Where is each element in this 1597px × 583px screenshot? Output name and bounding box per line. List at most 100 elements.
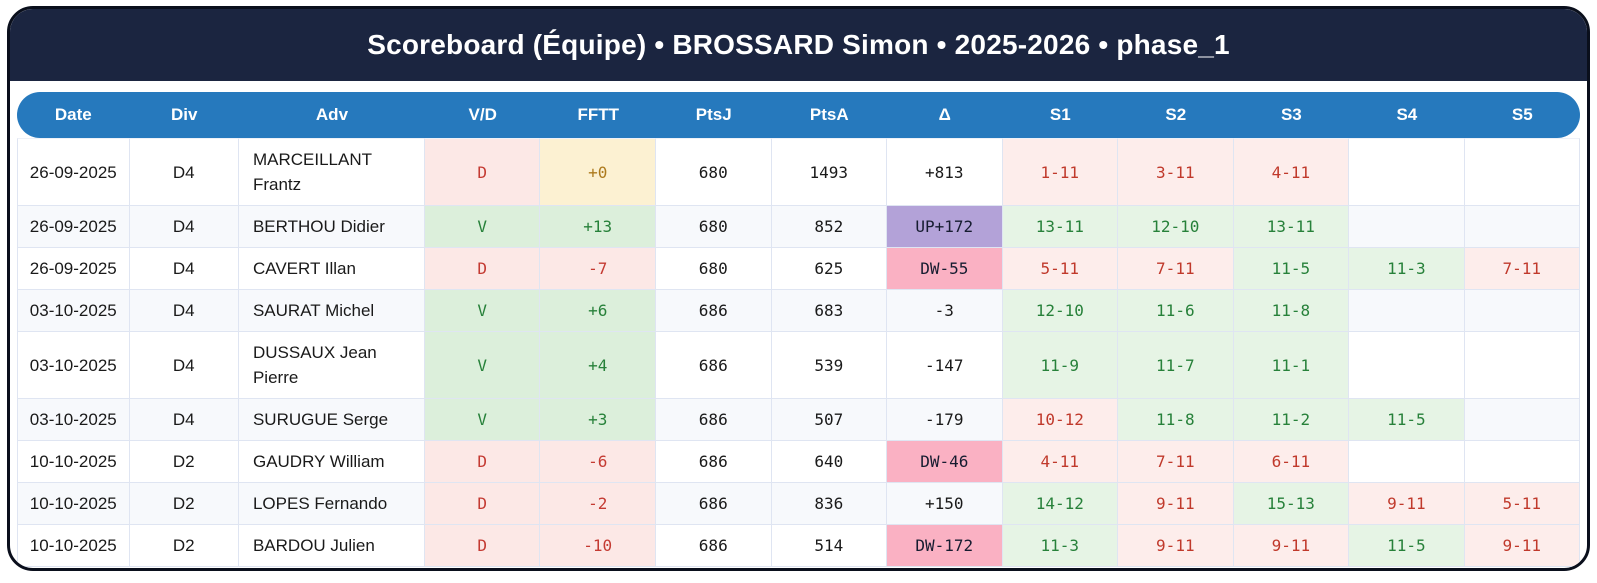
division-cell: D4	[129, 332, 239, 399]
page-title: Scoreboard (Équipe) • BROSSARD Simon • 2…	[367, 29, 1230, 60]
scoreboard-table: Date Div Adv V/D FFTT PtsJ PtsA Δ S1 S2 …	[17, 92, 1580, 567]
result-cell: D	[424, 441, 541, 483]
player-points-cell: 680	[656, 138, 772, 206]
set3-cell: 4-11	[1233, 138, 1350, 206]
player-points-cell: 680	[656, 206, 772, 248]
fftt-points-cell: +3	[540, 399, 656, 441]
date-cell: 10-10-2025	[17, 441, 130, 483]
set2-cell: 7-11	[1118, 441, 1234, 483]
division-cell: D2	[129, 441, 239, 483]
opponent-points-cell: 852	[771, 206, 888, 248]
set2-cell: 7-11	[1118, 248, 1234, 290]
player-points-cell: 686	[656, 441, 772, 483]
opponent-points-cell: 507	[771, 399, 888, 441]
set2-cell: 9-11	[1118, 525, 1234, 567]
fftt-points-cell: -7	[540, 248, 656, 290]
date-cell: 10-10-2025	[17, 525, 130, 567]
set1-cell: 5-11	[1002, 248, 1119, 290]
result-cell: D	[424, 248, 541, 290]
set4-cell	[1349, 290, 1465, 332]
set1-cell: 1-11	[1002, 138, 1119, 206]
set5-cell	[1464, 332, 1580, 399]
player-points-cell: 686	[656, 332, 772, 399]
set1-cell: 11-3	[1002, 525, 1119, 567]
set3-cell: 9-11	[1233, 525, 1350, 567]
opponent-points-cell: 683	[771, 290, 888, 332]
opponent-cell: GAUDRY William	[238, 441, 425, 483]
division-cell: D4	[129, 206, 239, 248]
set5-cell	[1464, 399, 1580, 441]
set5-cell	[1464, 290, 1580, 332]
set5-cell: 5-11	[1464, 483, 1580, 525]
col-header-division: Div	[129, 92, 239, 138]
set3-cell: 13-11	[1233, 206, 1350, 248]
table-row: 10-10-2025 D2 BARDOU Julien D -10 686 51…	[17, 525, 1580, 567]
col-header-set5: S5	[1464, 92, 1580, 138]
fftt-points-cell: +0	[540, 138, 656, 206]
opponent-cell: BARDOU Julien	[238, 525, 425, 567]
set3-cell: 15-13	[1233, 483, 1350, 525]
table-row: 26-09-2025 D4 MARCEILLANT Frantz D +0 68…	[17, 138, 1580, 206]
fftt-points-cell: +13	[540, 206, 656, 248]
set1-cell: 4-11	[1002, 441, 1119, 483]
title-bar: Scoreboard (Équipe) • BROSSARD Simon • 2…	[10, 9, 1587, 81]
delta-cell: +813	[887, 138, 1003, 206]
set4-cell: 9-11	[1349, 483, 1465, 525]
set1-cell: 11-9	[1002, 332, 1119, 399]
set3-cell: 11-5	[1233, 248, 1350, 290]
set1-cell: 14-12	[1002, 483, 1119, 525]
scoreboard-card: Scoreboard (Équipe) • BROSSARD Simon • 2…	[7, 6, 1590, 571]
opponent-points-cell: 625	[771, 248, 888, 290]
table-row: 26-09-2025 D4 CAVERT Illan D -7 680 625 …	[17, 248, 1580, 290]
result-cell: D	[424, 483, 541, 525]
col-header-set2: S2	[1118, 92, 1234, 138]
set1-cell: 12-10	[1002, 290, 1119, 332]
date-cell: 03-10-2025	[17, 332, 130, 399]
delta-cell: -179	[887, 399, 1003, 441]
set2-cell: 11-8	[1118, 399, 1234, 441]
table-row: 26-09-2025 D4 BERTHOU Didier V +13 680 8…	[17, 206, 1580, 248]
set5-cell	[1464, 138, 1580, 206]
col-header-set4: S4	[1349, 92, 1465, 138]
player-points-cell: 680	[656, 248, 772, 290]
date-cell: 26-09-2025	[17, 248, 130, 290]
opponent-cell: MARCEILLANT Frantz	[238, 138, 425, 206]
result-cell: D	[424, 138, 541, 206]
set3-cell: 11-8	[1233, 290, 1350, 332]
result-cell: V	[424, 332, 541, 399]
date-cell: 03-10-2025	[17, 399, 130, 441]
result-cell: V	[424, 290, 541, 332]
division-cell: D4	[129, 290, 239, 332]
set4-cell: 11-3	[1349, 248, 1465, 290]
player-points-cell: 686	[656, 290, 772, 332]
fftt-points-cell: -6	[540, 441, 656, 483]
delta-cell: -147	[887, 332, 1003, 399]
date-cell: 10-10-2025	[17, 483, 130, 525]
set3-cell: 11-1	[1233, 332, 1350, 399]
opponent-cell: CAVERT Illan	[238, 248, 425, 290]
set1-cell: 13-11	[1002, 206, 1119, 248]
set5-cell	[1464, 441, 1580, 483]
col-header-set1: S1	[1002, 92, 1119, 138]
player-points-cell: 686	[656, 399, 772, 441]
col-header-set3: S3	[1233, 92, 1350, 138]
set2-cell: 11-7	[1118, 332, 1234, 399]
col-header-opponent: Adv	[238, 92, 425, 138]
fftt-points-cell: -2	[540, 483, 656, 525]
division-cell: D4	[129, 399, 239, 441]
opponent-points-cell: 514	[771, 525, 888, 567]
set5-cell: 9-11	[1464, 525, 1580, 567]
col-header-fftt: FFTT	[540, 92, 656, 138]
opponent-points-cell: 539	[771, 332, 888, 399]
division-cell: D2	[129, 525, 239, 567]
opponent-cell: LOPES Fernando	[238, 483, 425, 525]
table-row: 03-10-2025 D4 DUSSAUX Jean Pierre V +4 6…	[17, 332, 1580, 399]
set2-cell: 9-11	[1118, 483, 1234, 525]
opponent-points-cell: 1493	[771, 138, 888, 206]
set4-cell: 11-5	[1349, 525, 1465, 567]
delta-cell: DW-46	[887, 441, 1003, 483]
header-row: Date Div Adv V/D FFTT PtsJ PtsA Δ S1 S2 …	[17, 92, 1580, 138]
set2-cell: 3-11	[1118, 138, 1234, 206]
opponent-points-cell: 836	[771, 483, 888, 525]
set2-cell: 12-10	[1118, 206, 1234, 248]
